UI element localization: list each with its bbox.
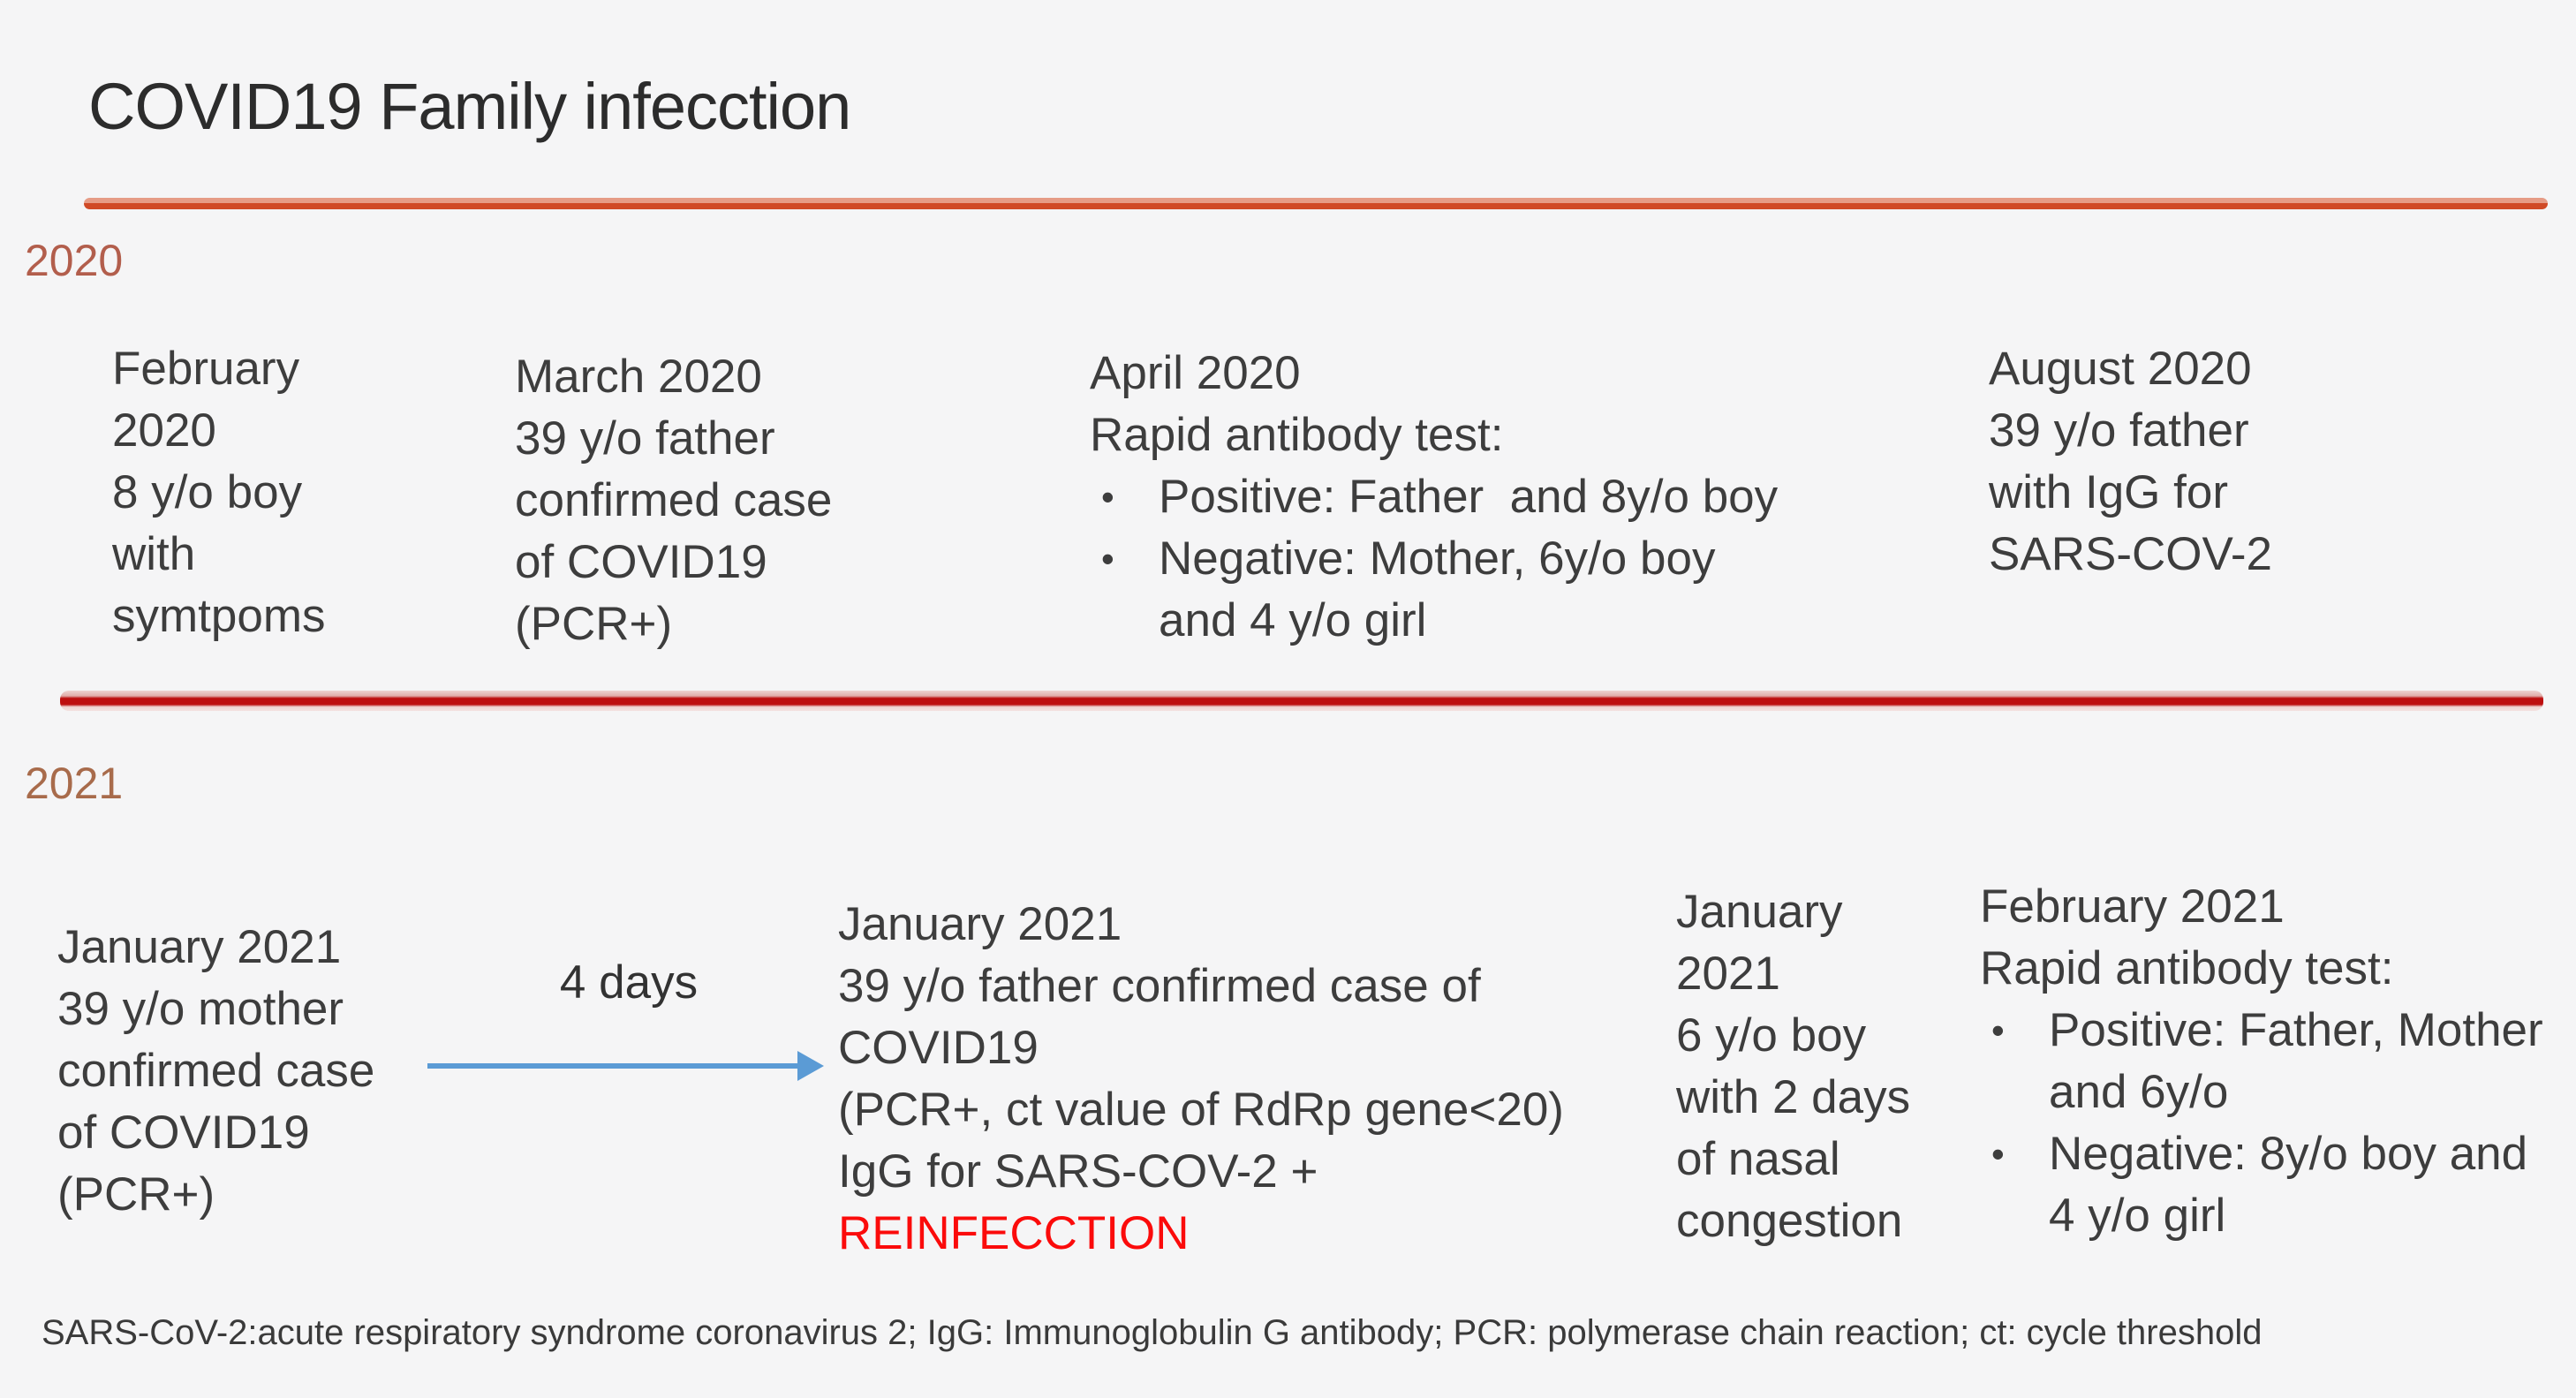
event-february-2020: February 2020 8 y/o boy with symtpoms: [112, 338, 412, 647]
bullet-item: • Positive: Father and 8y/o boy: [1090, 466, 1893, 528]
bullet-text: Negative: Mother, 6y/o boy and 4 y/o gir…: [1159, 533, 1716, 646]
bullet-list: • Positive: Father, Mother and 6y/o • Ne…: [1980, 1000, 2576, 1247]
event-april-2020: April 2020 Rapid antibody test: • Positi…: [1090, 343, 1893, 652]
event-february-2021: February 2021 Rapid antibody test: • Pos…: [1980, 876, 2576, 1247]
bullet-icon: •: [1991, 1133, 2005, 1175]
event-january-2021-mother: January 2021 39 y/o mother confirmed cas…: [57, 917, 472, 1226]
footer-abbreviations: SARS-CoV-2:acute respiratory syndrome co…: [42, 1313, 2262, 1352]
arrow-right-icon: [797, 1051, 824, 1081]
transfer-arrow-line: [427, 1063, 800, 1069]
bullet-icon: •: [1101, 476, 1114, 518]
event-march-2020: March 2020 39 y/o father confirmed case …: [515, 346, 930, 655]
event-heading: April 2020 Rapid antibody test:: [1090, 347, 1504, 461]
bullet-text: Positive: Father and 8y/o boy: [1159, 471, 1779, 523]
page-title: COVID19 Family infecction: [88, 70, 851, 143]
bullet-item: • Positive: Father, Mother and 6y/o: [1980, 1000, 2576, 1123]
bullet-item: • Negative: Mother, 6y/o boy and 4 y/o g…: [1090, 528, 1893, 652]
transfer-duration-label: 4 days: [559, 956, 699, 1009]
event-text: January 2021 6 y/o boy with 2 days of na…: [1676, 886, 1911, 1247]
reinfection-highlight: REINFECCTION: [838, 1207, 1190, 1259]
year-label-2021: 2021: [25, 759, 124, 808]
bullet-text: Negative: 8y/o boy and 4 y/o girl: [2049, 1128, 2528, 1242]
bullet-list: • Positive: Father and 8y/o boy • Negati…: [1090, 466, 1893, 652]
event-text: August 2020 39 y/o father with IgG for S…: [1989, 343, 2273, 580]
event-text: February 2020 8 y/o boy with symtpoms: [112, 343, 326, 642]
bullet-icon: •: [1101, 538, 1114, 579]
event-january-2021-father: January 2021 39 y/o father confirmed cas…: [838, 894, 1615, 1265]
bullet-icon: •: [1991, 1009, 2005, 1051]
event-august-2020: August 2020 39 y/o father with IgG for S…: [1989, 338, 2430, 586]
event-heading: February 2021 Rapid antibody test:: [1980, 880, 2394, 994]
year-label-2020: 2020: [25, 236, 124, 285]
event-text: January 2021 39 y/o mother confirmed cas…: [57, 921, 375, 1220]
event-text: March 2020 39 y/o father confirmed case …: [515, 351, 833, 650]
divider-line-2020: [84, 198, 2548, 209]
event-text: January 2021 39 y/o father confirmed cas…: [838, 898, 1564, 1198]
event-january-2021-boy: January 2021 6 y/o boy with 2 days of na…: [1676, 881, 2003, 1252]
bullet-text: Positive: Father, Mother and 6y/o: [2049, 1004, 2543, 1118]
divider-line-2021: [60, 691, 2543, 711]
bullet-item: • Negative: 8y/o boy and 4 y/o girl: [1980, 1123, 2576, 1247]
